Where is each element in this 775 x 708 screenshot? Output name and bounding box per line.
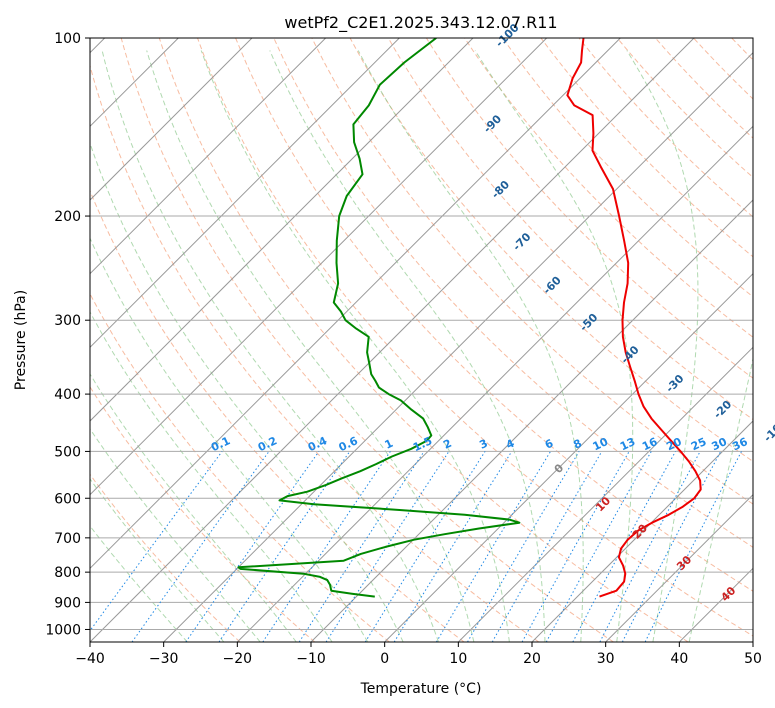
dry-adiabat (425, 38, 753, 379)
dry-adiabat (120, 38, 614, 642)
dry-adiabat (349, 38, 753, 463)
background-lines (90, 38, 753, 642)
dry-adiabat (90, 63, 540, 642)
isotherm (531, 420, 753, 642)
isotherm (236, 125, 753, 642)
y-tick-label: 200 (54, 209, 81, 225)
y-tick-label: 700 (54, 531, 81, 547)
x-tick-label: −30 (149, 651, 179, 667)
mixing-ratio-line (521, 451, 630, 642)
moist-adiabat (474, 50, 634, 642)
moist-adiabat (101, 50, 439, 642)
x-axis-label: Temperature (°C) (360, 681, 482, 697)
moist-adiabat (90, 141, 404, 642)
x-tick-label: −20 (223, 651, 253, 667)
mixing-ratio-line (262, 451, 391, 642)
mixing-ratio-line (644, 451, 742, 642)
moist-adiabat (688, 356, 753, 642)
mixing-ratio-line (393, 451, 513, 642)
y-tick-label: 300 (54, 313, 81, 329)
x-tick-label: 30 (597, 651, 615, 667)
mixing-ratio-line (325, 451, 450, 642)
y-tick-label: 100 (54, 31, 81, 47)
x-tick-label: 40 (670, 651, 688, 667)
y-tick-label: 600 (54, 491, 81, 507)
mixing-ratio-label: 25 (689, 435, 708, 453)
mixing-ratio-line (131, 451, 270, 642)
mixing-ratio-label: 10 (591, 435, 611, 453)
dewpoint-line (237, 38, 521, 598)
isotherm (90, 38, 327, 275)
dry-adiabat (90, 292, 390, 642)
isotherm (90, 38, 253, 201)
x-tick-label: 20 (523, 651, 541, 667)
isotherm (457, 346, 753, 642)
dry-adiabat-label: -10 (761, 421, 775, 444)
profiles (237, 38, 702, 598)
isotherm (384, 272, 753, 642)
moist-adiabat (90, 311, 333, 642)
isotherm (90, 38, 621, 570)
moist-adiabat (269, 50, 546, 642)
x-tick-label: 0 (380, 651, 389, 667)
mixing-ratio-label: 20 (664, 435, 684, 453)
dry-adiabat (90, 473, 241, 642)
moist-adiabat (146, 50, 475, 642)
temperature-line (566, 38, 702, 598)
x-tick-label: −40 (75, 651, 105, 667)
isotherm (90, 38, 474, 422)
moist-adiabat (200, 50, 510, 642)
dry-adiabat (235, 38, 753, 592)
isotherm (90, 38, 400, 349)
plot-background (90, 38, 753, 642)
dry-adiabat (273, 38, 753, 548)
y-tick-label: 500 (54, 444, 81, 460)
mixing-ratio-line (572, 451, 676, 642)
dry-adiabat (502, 38, 753, 298)
plot-frame (89, 37, 754, 643)
isotherm (163, 51, 753, 642)
y-tick-label: 900 (54, 595, 81, 611)
mixing-ratio-label: 36 (730, 435, 750, 453)
isotherm (605, 493, 753, 642)
mixing-ratio-line (218, 451, 351, 642)
mixing-ratio-label: 16 (640, 435, 660, 453)
moist-adiabat (626, 50, 699, 642)
mixing-ratio-line (90, 451, 223, 632)
moist-adiabat (90, 237, 369, 642)
x-tick-label: 50 (744, 651, 762, 667)
x-tick-label: −10 (296, 651, 326, 667)
y-axis-label: Pressure (hPa) (13, 290, 29, 390)
chart-title: wetPf2_C2E1.2025.343.12.07.R11 (284, 13, 557, 33)
mixing-ratio-line (545, 451, 652, 642)
mixing-ratio-line (298, 451, 425, 642)
dry-adiabat (197, 38, 753, 637)
y-tick-label: 800 (54, 565, 81, 581)
y-tick-label: 400 (54, 387, 81, 403)
dry-adiabat (158, 38, 689, 642)
dry-adiabat (90, 189, 465, 642)
y-tick-label: 1000 (45, 622, 81, 638)
x-tick-label: 10 (449, 651, 467, 667)
isotherm (752, 641, 753, 642)
axis-ticks: −40 −30 −20 −10 0 10 20 30 40 50 100 200 300 400 500 60… (45, 31, 762, 667)
dry-adiabat (90, 385, 316, 642)
isotherm (90, 38, 548, 496)
mixing-ratio-label: 13 (618, 435, 637, 453)
mixing-ratio-label: 30 (710, 435, 730, 453)
mixing-ratio-line (185, 451, 320, 642)
